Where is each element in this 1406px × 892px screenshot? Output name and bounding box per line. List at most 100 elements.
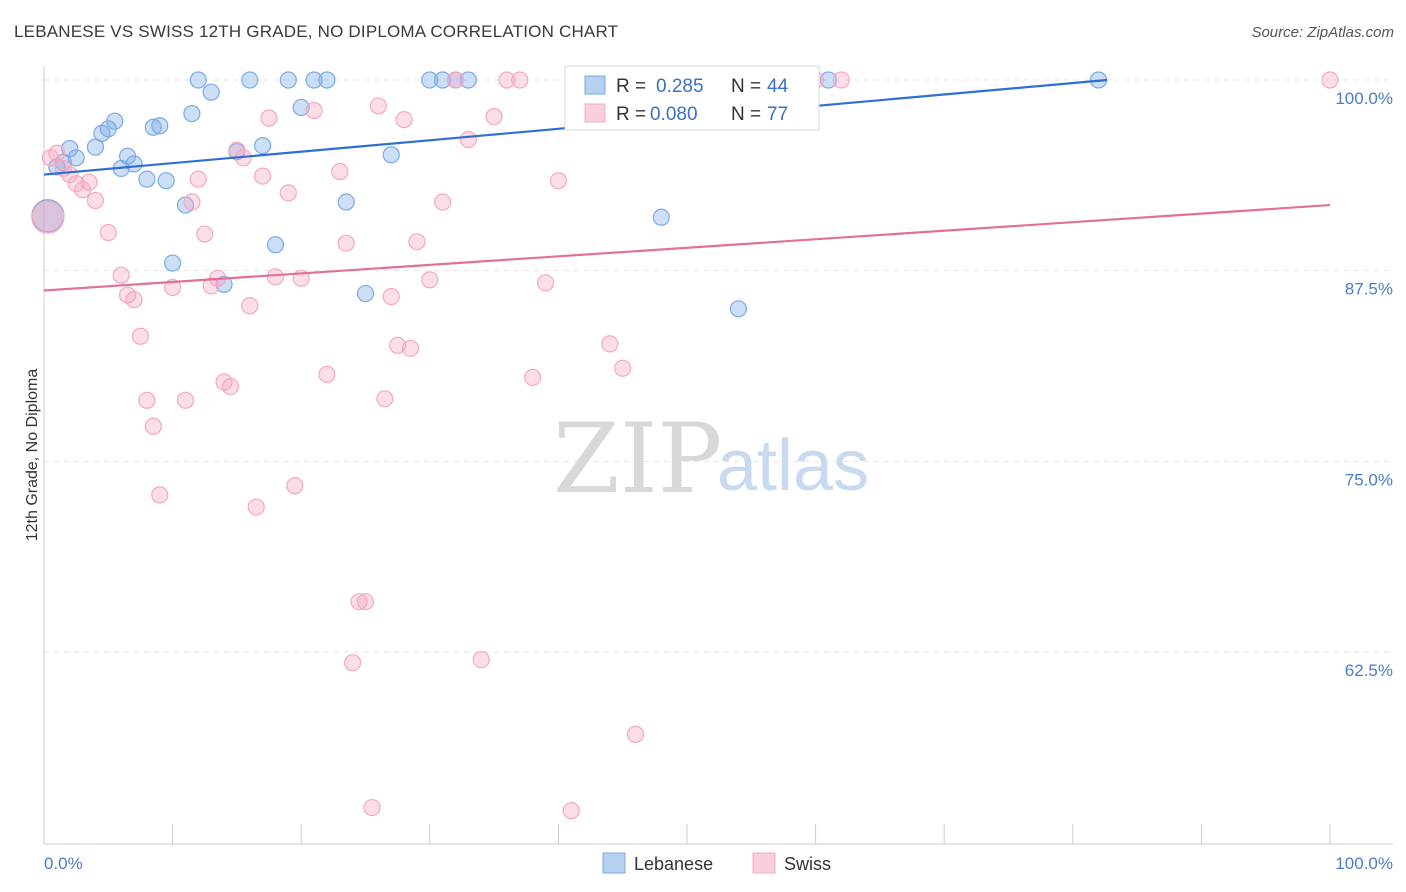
watermark: ZIP atlas: [553, 403, 869, 515]
point-swiss-24: [221, 377, 240, 396]
point-swiss-6: [80, 173, 98, 191]
bottom-legend: Lebanese Swiss: [602, 852, 831, 874]
point-lebanese-3: [67, 149, 85, 167]
point-swiss-49: [408, 233, 426, 251]
point-swiss-37: [331, 162, 349, 181]
bottom-legend-swatch-swiss: [752, 852, 776, 874]
point-swiss-65: [614, 359, 632, 377]
point-swiss-14: [144, 417, 162, 435]
point-swiss-53: [459, 130, 477, 149]
point-swiss-76: [31, 200, 65, 234]
point-swiss-57: [511, 71, 529, 89]
point-swiss-30: [260, 109, 278, 127]
point-lebanese-25: [279, 71, 297, 89]
point-swiss-56: [498, 71, 516, 89]
legend-swatch-lebanese: [584, 75, 606, 95]
point-swiss-75: [1321, 71, 1339, 89]
point-swiss-60: [549, 172, 568, 190]
point-lebanese-2: [61, 140, 79, 158]
point-swiss-47: [395, 111, 413, 129]
point-lebanese-18: [189, 71, 207, 89]
point-lebanese-20: [215, 275, 233, 293]
point-swiss-41: [356, 593, 375, 611]
point-swiss-28: [247, 498, 265, 516]
y-axis-label: 12th Grade, No Diploma: [24, 369, 41, 542]
point-swiss-27: [241, 297, 259, 315]
point-swiss-1: [48, 144, 66, 162]
point-swiss-39: [344, 654, 362, 672]
chart-source: Source: ZipAtlas.com: [1251, 24, 1394, 41]
point-swiss-15: [151, 486, 169, 504]
x-tick-label-right: 100.0%: [1335, 854, 1393, 873]
point-lebanese-40: [729, 300, 748, 318]
point-swiss-17: [176, 391, 195, 409]
point-swiss-31: [266, 268, 285, 286]
point-lebanese-17: [183, 104, 201, 123]
trend-line-swiss: [43, 203, 1331, 292]
point-lebanese-10: [125, 155, 143, 173]
top-legend: R = 0.285 N = 44 R = 0.080 N = 77: [564, 65, 820, 131]
point-swiss-20: [196, 225, 214, 243]
point-swiss-18: [183, 193, 201, 211]
point-swiss-33: [286, 477, 304, 495]
point-lebanese-24: [266, 236, 285, 254]
point-lebanese-7: [106, 112, 124, 130]
point-swiss-50: [421, 271, 439, 289]
point-swiss-13: [138, 391, 156, 409]
legend-n-label-1: N =: [731, 76, 761, 97]
point-swiss-35: [305, 101, 323, 120]
point-swiss-51: [434, 193, 452, 211]
legend-n-value-2: 77: [767, 104, 788, 125]
point-lebanese-11: [138, 170, 156, 188]
bottom-legend-label-swiss: Swiss: [784, 854, 831, 874]
point-lebanese-19: [202, 83, 220, 101]
point-swiss-36: [318, 365, 336, 383]
point-swiss-55: [485, 108, 503, 126]
point-swiss-4: [67, 175, 85, 193]
point-swiss-43: [369, 97, 387, 115]
watermark-atlas: atlas: [717, 426, 869, 506]
point-lebanese-23: [254, 136, 272, 155]
point-lebanese-29: [337, 193, 355, 211]
point-swiss-44: [376, 390, 394, 408]
point-swiss-38: [337, 234, 355, 252]
point-swiss-46: [389, 336, 407, 355]
point-lebanese-4: [86, 138, 105, 156]
chart-title: LEBANESE VS SWISS 12TH GRADE, NO DIPLOMA…: [14, 22, 619, 41]
point-swiss-74: [832, 71, 850, 89]
point-lebanese-35: [459, 71, 477, 89]
point-swiss-48: [401, 339, 420, 358]
point-swiss-58: [524, 368, 542, 387]
point-lebanese-33: [434, 71, 452, 89]
point-swiss-8: [99, 223, 117, 242]
point-swiss-52: [446, 71, 465, 89]
legend-r-label-1: R =: [616, 76, 646, 97]
point-swiss-29: [254, 167, 272, 185]
point-lebanese-26: [292, 98, 310, 117]
watermark-zip: ZIP: [553, 403, 722, 515]
legend-box: [564, 65, 820, 131]
point-swiss-32: [279, 184, 297, 202]
point-lebanese-12: [144, 118, 162, 136]
point-lebanese-41: [819, 71, 838, 89]
point-lebanese-30: [356, 284, 375, 303]
point-lebanese-27: [305, 71, 323, 89]
point-swiss-40: [350, 593, 368, 611]
point-lebanese-22: [241, 71, 259, 89]
y-tick-labels: 100.0% 87.5% 75.0% 62.5%: [1335, 89, 1393, 680]
bottom-legend-swatch-lebanese: [602, 852, 626, 874]
x-tick-label-left: 0.0%: [44, 854, 83, 873]
point-swiss-3: [61, 165, 79, 184]
point-swiss-19: [189, 170, 207, 188]
legend-r-label-2: R =: [616, 104, 646, 125]
point-swiss-64: [601, 335, 619, 353]
y-tick-label-0: 100.0%: [1335, 89, 1393, 108]
point-lebanese-15: [164, 254, 182, 272]
legend-r-value-2: 0.080: [650, 104, 698, 125]
point-lebanese-39: [652, 208, 670, 226]
legend-n-label-2: N =: [731, 104, 761, 125]
point-swiss-7: [86, 191, 105, 210]
point-swiss-66: [626, 725, 645, 743]
y-tick-label-1: 87.5%: [1345, 280, 1393, 299]
y-tick-label-3: 62.5%: [1345, 661, 1393, 680]
